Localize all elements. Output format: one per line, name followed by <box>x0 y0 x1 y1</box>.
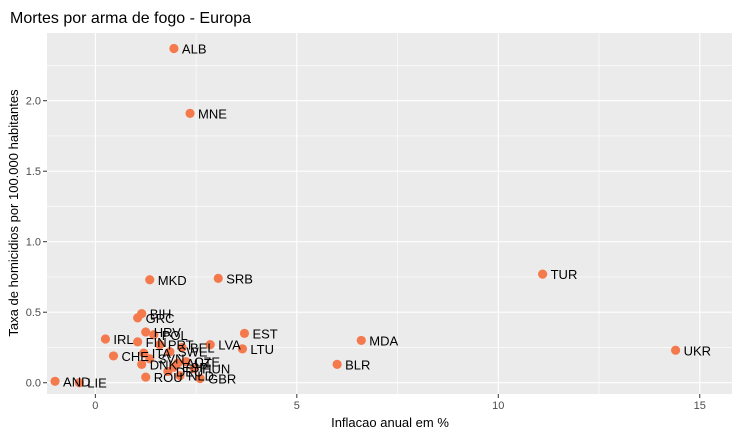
point-label-bel: BEL <box>190 340 215 355</box>
x-tick-label: 10 <box>492 400 504 412</box>
point-label-lva: LVA <box>218 338 241 353</box>
point-label-srb: SRB <box>226 271 253 286</box>
point-label-irl: IRL <box>113 332 133 347</box>
point-label-deu: DEU <box>176 364 203 379</box>
point-label-mne: MNE <box>198 106 227 121</box>
point-label-esp: ESP <box>182 360 208 375</box>
data-point-mkd <box>145 275 155 285</box>
point-label-aut: AUT <box>186 356 212 371</box>
data-point-est <box>239 328 250 338</box>
point-label-mda: MDA <box>369 333 398 348</box>
data-point-pol <box>149 330 159 340</box>
data-point-gbr <box>195 373 205 384</box>
data-point-fin <box>133 337 143 347</box>
data-point-alb <box>169 43 179 54</box>
point-label-cze: CZE <box>194 355 220 370</box>
data-point-lie <box>74 378 84 388</box>
point-label-svn: SVN <box>158 352 185 367</box>
chart-title: Mortes por arma de fogo - Europa <box>10 10 251 27</box>
point-label-alb: ALB <box>182 42 207 57</box>
point-label-and: AND <box>63 374 90 389</box>
data-point-mda <box>356 335 366 346</box>
data-point-tur <box>538 269 548 279</box>
x-tick-label: 5 <box>294 400 300 412</box>
data-point-ita <box>139 348 149 358</box>
data-point-and <box>50 376 60 386</box>
data-point-nld <box>175 371 185 381</box>
data-point-hun <box>189 364 199 374</box>
point-label-grc: GRC <box>146 311 175 326</box>
point-label-bih: BIH <box>150 307 172 322</box>
point-label-lie: LIE <box>87 376 107 391</box>
data-point-mne <box>185 108 195 118</box>
point-label-blr: BLR <box>345 357 370 372</box>
plot-panel <box>47 33 732 394</box>
data-point-cze <box>181 356 191 367</box>
y-axis-title: Taxa de homicidios por 100.000 habitante… <box>6 89 21 337</box>
point-label-gbr: GBR <box>208 371 236 386</box>
point-label-che: CHE <box>121 349 149 364</box>
point-label-prt: PRT <box>168 338 194 353</box>
point-label-ukr: UKR <box>684 343 711 358</box>
y-tick-label: 0.0 <box>26 378 41 390</box>
point-label-rou: ROU <box>154 370 183 385</box>
data-point-dnk <box>137 359 147 369</box>
y-tick-label: 0.5 <box>26 307 41 319</box>
data-point-ukr <box>670 345 681 355</box>
x-axis-ticks: 0 5 10 15 <box>92 394 706 412</box>
point-label-mkd: MKD <box>158 273 187 288</box>
data-point-svn <box>145 354 155 364</box>
x-tick-label: 0 <box>92 400 98 412</box>
data-point-blr <box>332 359 342 369</box>
point-label-dnk: DNK <box>150 357 178 372</box>
data-point-hrv <box>141 327 151 337</box>
point-label-nld: NLD <box>188 369 214 384</box>
data-points <box>50 43 681 388</box>
point-label-est: EST <box>252 326 277 341</box>
data-point-che <box>108 351 119 361</box>
data-point-lva <box>205 340 215 350</box>
data-point-irl <box>100 334 111 344</box>
point-label-hrv: HRV <box>154 325 182 340</box>
point-label-pol: POL <box>162 328 188 343</box>
x-axis-title: Inflacao anual em % <box>331 415 449 430</box>
point-label-swe: SWE <box>178 345 208 360</box>
data-point-swe <box>165 347 175 357</box>
point-label-ita: ITA <box>152 346 172 361</box>
data-point-srb <box>213 273 223 283</box>
data-point-bel <box>177 342 187 353</box>
point-label-tur: TUR <box>551 267 578 282</box>
major-gridlines <box>47 33 732 394</box>
y-axis-ticks: 0.0 0.5 1.0 1.5 2.0 <box>26 96 47 390</box>
point-label-hun: HUN <box>202 362 230 377</box>
data-point-grc <box>133 313 143 323</box>
data-point-rou <box>141 372 151 382</box>
y-tick-label: 1.0 <box>26 237 41 249</box>
y-tick-label: 2.0 <box>26 96 41 108</box>
x-tick-label: 15 <box>694 400 706 412</box>
data-point-prt <box>155 340 165 350</box>
y-tick-label: 1.5 <box>26 166 41 178</box>
data-point-esp <box>169 362 179 372</box>
point-label-fin: FIN <box>146 335 167 350</box>
point-label-ltu: LTU <box>250 342 274 357</box>
data-point-ltu <box>237 344 248 354</box>
